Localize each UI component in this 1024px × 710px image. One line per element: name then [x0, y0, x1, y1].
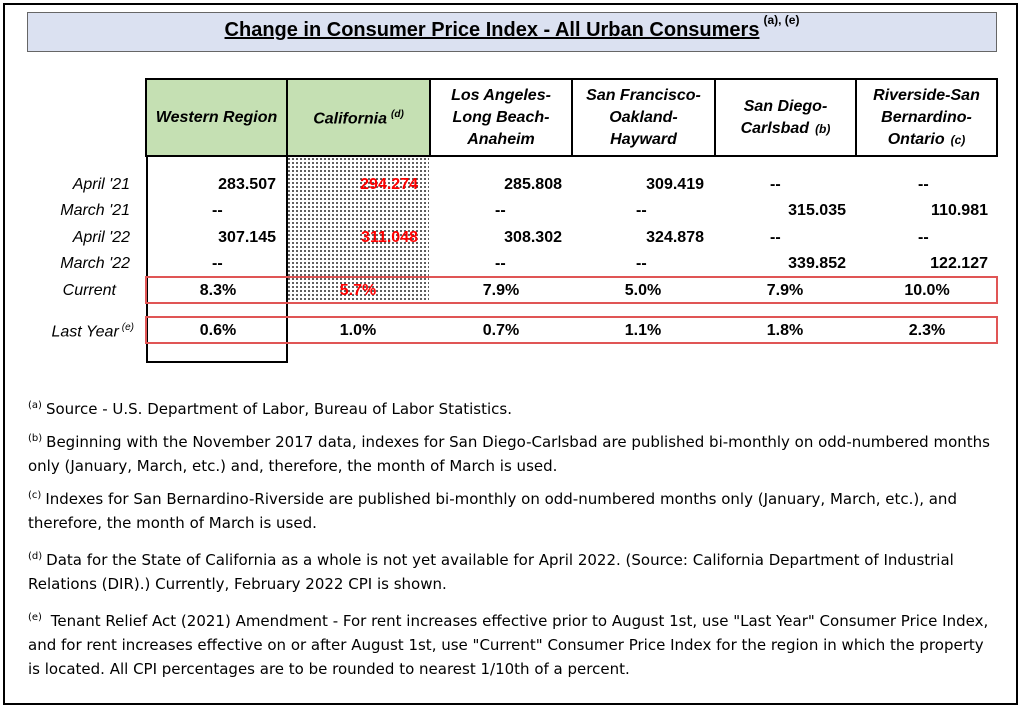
header-line: Riverside-San	[873, 86, 980, 104]
header-line: Anaheim	[467, 130, 535, 148]
table-cell: 324.878	[646, 229, 704, 246]
row-label: March '22	[60, 255, 130, 272]
title-banner: Change in Consumer Price Index - All Urb…	[27, 12, 997, 52]
table-cell: 7.9%	[482, 282, 520, 299]
table-cell: --	[495, 255, 506, 272]
footnote-text: Beginning with the November 2017 data, i…	[28, 433, 990, 475]
document-frame	[3, 3, 1018, 705]
table-cell: --	[770, 229, 781, 246]
table-cell: 7.9%	[766, 282, 804, 299]
table-cell: 110.981	[931, 202, 988, 219]
table-cell: 311.048	[361, 229, 418, 246]
column-header-san-francisco: San Francisco- Oakland- Hayward	[571, 78, 716, 157]
table-cell: 0.7%	[482, 322, 520, 339]
row-label: April '22	[72, 229, 130, 246]
footnote-b: (b) Beginning with the November 2017 data…	[28, 427, 993, 478]
column-header-western-region: Western Region	[145, 78, 288, 157]
california-stipple-shading	[287, 157, 429, 303]
title-footnote-mark: (a), (e)	[763, 13, 800, 27]
row-label: April '21	[72, 176, 130, 193]
table-cell: 1.1%	[624, 322, 662, 339]
row-label: Last Year (e)	[0, 322, 134, 341]
footnote-d: (d) Data for the State of California as a…	[28, 545, 993, 596]
footnote-mark: (e)	[28, 612, 42, 623]
footnote-c: (c) Indexes for San Bernardino-Riverside …	[28, 484, 993, 535]
header-line: San Diego-	[743, 97, 828, 115]
table-cell: 2.3%	[908, 322, 946, 339]
footnote-text: Tenant Relief Act (2021) Amendment - For…	[28, 612, 989, 678]
current-row-outline	[145, 276, 998, 304]
footnotes: (a) Source - U.S. Department of Labor, Bu…	[28, 394, 993, 687]
row-label: March '21	[60, 202, 130, 219]
column-header-california: California (d)	[286, 78, 431, 157]
footnote-a: (a) Source - U.S. Department of Labor, Bu…	[28, 394, 993, 421]
western-region-column-outline	[146, 157, 288, 363]
header-footnote-mark: (b)	[815, 121, 831, 136]
table-cell: 294.274	[360, 176, 418, 193]
column-header-san-diego: San Diego- Carlsbad (b)	[714, 78, 857, 157]
footnote-mark: (b)	[28, 433, 43, 444]
header-line: Los Angeles-	[451, 86, 551, 104]
header-line: Bernardino-	[881, 108, 972, 126]
footnote-text: Data for the State of California as a wh…	[28, 551, 954, 593]
table-cell: --	[918, 176, 929, 193]
table-cell: 122.127	[930, 255, 988, 272]
table-cell: 339.852	[788, 255, 846, 272]
footnote-mark: (d)	[28, 551, 43, 562]
last-year-row-outline	[145, 316, 998, 344]
table-cell: --	[918, 229, 929, 246]
header-line: Carlsbad	[740, 119, 810, 137]
table-cell: 5.0%	[624, 282, 662, 299]
table-cell: 1.8%	[766, 322, 804, 339]
row-label: Current	[62, 282, 116, 299]
table-cell: 285.808	[504, 176, 562, 193]
table-cell: 308.302	[504, 229, 562, 246]
table-cell: 315.035	[788, 202, 846, 219]
header-footnote-mark: (c)	[950, 132, 966, 147]
row-label-text: Last Year	[51, 323, 119, 341]
table-cell: --	[636, 255, 647, 272]
table-cell: 283.507	[218, 176, 276, 193]
header-line: Ontario	[887, 130, 945, 148]
column-header-los-angeles: Los Angeles- Long Beach- Anaheim	[429, 78, 573, 157]
header-line: Western Region	[155, 108, 278, 126]
table-cell: 10.0%	[904, 282, 950, 299]
footnote-e: (e) Tenant Relief Act (2021) Amendment -…	[28, 606, 993, 681]
header-footnote-mark: (d)	[391, 109, 404, 121]
table-cell: 0.6%	[199, 322, 237, 339]
header-line: Long Beach-	[452, 108, 550, 126]
table-cell: --	[636, 202, 647, 219]
footnote-mark: (c)	[28, 490, 42, 501]
page-title: Change in Consumer Price Index - All Urb…	[224, 19, 760, 42]
table-cell: --	[495, 202, 506, 219]
table-cell: --	[212, 202, 223, 219]
header-line: San Francisco-	[586, 86, 701, 104]
table-cell: 5.7%	[339, 282, 377, 299]
footnote-mark: (a)	[28, 400, 42, 411]
table-cell: 309.419	[646, 176, 704, 193]
table-cell: --	[770, 176, 781, 193]
table-cell: 1.0%	[339, 322, 377, 339]
header-line: Oakland-	[609, 108, 678, 126]
header-line: Hayward	[610, 130, 677, 148]
footnote-text: Indexes for San Bernardino-Riverside are…	[28, 490, 957, 532]
table-cell: 307.145	[218, 229, 276, 246]
row-footnote-mark: (e)	[121, 322, 134, 333]
table-cell: 8.3%	[199, 282, 237, 299]
column-header-riverside: Riverside-San Bernardino- Ontario (c)	[855, 78, 998, 157]
header-line: California	[313, 110, 387, 128]
table-cell: --	[212, 255, 223, 272]
footnote-text: Source - U.S. Department of Labor, Burea…	[45, 400, 512, 418]
